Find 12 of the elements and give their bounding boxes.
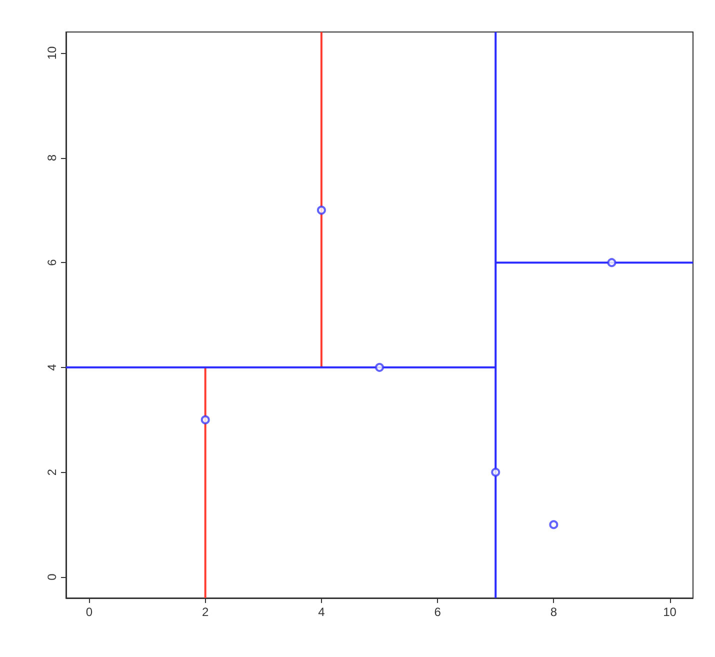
y-tick-label: 0 bbox=[45, 573, 59, 580]
x-tick-label: 0 bbox=[86, 605, 93, 619]
x-tick-label: 10 bbox=[663, 605, 677, 619]
y-tick-label: 2 bbox=[45, 468, 59, 476]
x-tick-label: 2 bbox=[202, 605, 209, 619]
y-tick-label: 4 bbox=[45, 364, 59, 371]
y-tick-label: 8 bbox=[45, 154, 59, 162]
y-tick-label: 10 bbox=[45, 46, 59, 60]
y-tick-label: 6 bbox=[45, 258, 59, 266]
x-tick-label: 4 bbox=[318, 605, 326, 619]
x-tick-label: 8 bbox=[550, 605, 558, 619]
x-tick-label: 6 bbox=[434, 605, 442, 619]
